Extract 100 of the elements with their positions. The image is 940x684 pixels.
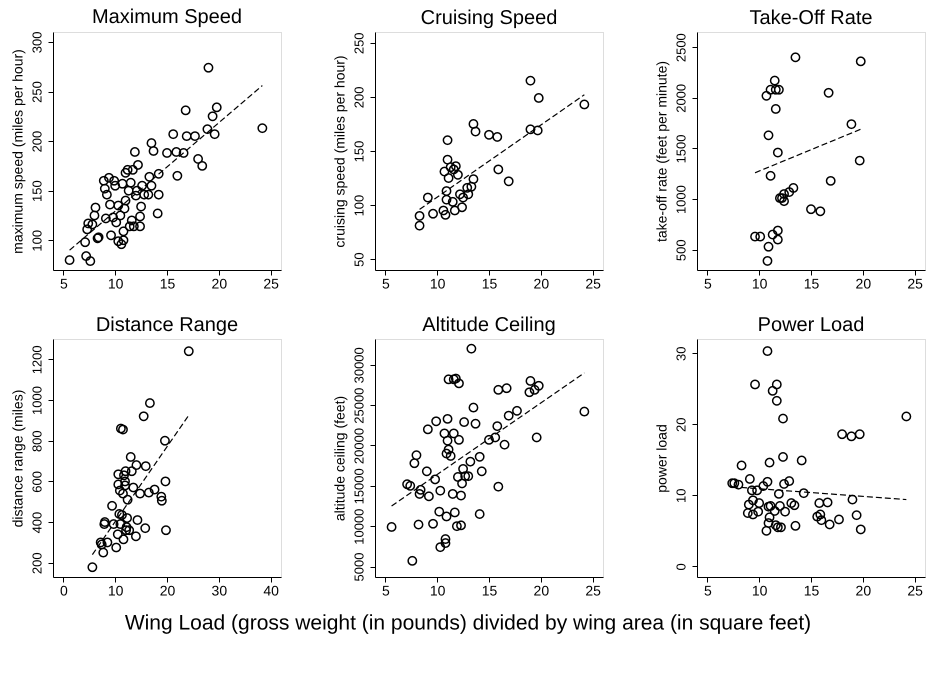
- y-tick-label: 100: [30, 230, 44, 252]
- chart-title: Take-Off Rate: [749, 7, 873, 29]
- point: [779, 196, 789, 206]
- point: [144, 398, 155, 408]
- x-tick-label: 40: [263, 582, 280, 598]
- point: [762, 90, 772, 101]
- point: [116, 424, 126, 434]
- point: [786, 498, 796, 508]
- point: [768, 386, 778, 396]
- x-tick-label: 20: [212, 276, 228, 292]
- point: [462, 182, 472, 193]
- point: [144, 488, 154, 498]
- point: [762, 526, 772, 536]
- chart-title: Power Load: [758, 314, 864, 336]
- point: [748, 495, 758, 506]
- chart-title: Altitude Ceiling: [422, 314, 556, 336]
- point: [762, 346, 772, 356]
- x-tick-label: 15: [160, 276, 176, 292]
- point: [422, 192, 433, 202]
- y-tick-label: 30000: [352, 347, 366, 384]
- point: [107, 500, 118, 511]
- x-tick-label: 15: [804, 582, 820, 598]
- point: [118, 534, 128, 544]
- point: [764, 502, 774, 512]
- point: [444, 173, 454, 183]
- point: [796, 456, 807, 466]
- y-tick-label: 200: [30, 130, 44, 152]
- point: [854, 429, 865, 440]
- y-tick-label: 50: [352, 252, 366, 267]
- point: [744, 500, 754, 510]
- point: [826, 176, 836, 186]
- point: [744, 474, 755, 484]
- x-tick-label: 20: [534, 276, 550, 292]
- point: [113, 480, 124, 490]
- x-tick-label: 25: [585, 276, 602, 292]
- point: [121, 525, 131, 536]
- chart-title: Cruising Speed: [420, 6, 558, 29]
- point: [780, 506, 790, 517]
- point: [114, 486, 125, 496]
- y-tick-label: 2500: [674, 33, 688, 62]
- point: [764, 130, 774, 140]
- point: [114, 509, 124, 519]
- point: [452, 170, 463, 180]
- point: [414, 220, 424, 231]
- point: [132, 515, 142, 525]
- point: [752, 485, 762, 496]
- point: [124, 525, 134, 536]
- point: [753, 506, 764, 517]
- point: [96, 540, 107, 550]
- y-tick-label: 10: [674, 488, 688, 504]
- point: [746, 485, 757, 496]
- point: [762, 256, 772, 266]
- point: [96, 537, 106, 548]
- y-tick-label: 150: [30, 180, 44, 202]
- x-tick-label: 15: [482, 582, 498, 598]
- point: [814, 498, 824, 508]
- point: [112, 529, 123, 540]
- point: [504, 176, 514, 186]
- chart-title: Distance Range: [96, 314, 238, 336]
- y-axis-title: cruising speed (miles per hour): [332, 55, 348, 248]
- x-tick-label: 0: [60, 582, 68, 598]
- point: [115, 519, 126, 530]
- y-tick-label: 800: [30, 430, 44, 452]
- point: [770, 76, 780, 86]
- point: [772, 396, 782, 406]
- point: [111, 542, 122, 552]
- point: [750, 380, 760, 390]
- x-tick-label: 10: [752, 582, 768, 598]
- point: [526, 124, 536, 134]
- point: [534, 93, 544, 103]
- point: [806, 204, 816, 214]
- y-tick-label: 1500: [674, 134, 688, 164]
- point: [856, 56, 866, 66]
- point: [120, 480, 130, 490]
- point: [734, 480, 744, 490]
- point: [448, 164, 459, 174]
- point: [126, 452, 136, 462]
- point: [579, 100, 590, 110]
- point: [440, 166, 450, 176]
- point: [122, 513, 132, 523]
- point: [450, 206, 460, 216]
- point: [468, 174, 478, 184]
- point: [778, 452, 788, 462]
- point: [184, 346, 194, 356]
- y-tick-label: 20: [674, 418, 688, 432]
- point: [160, 436, 170, 446]
- point: [846, 119, 856, 130]
- y-tick-label: 1000: [674, 185, 688, 214]
- point: [156, 496, 167, 506]
- point: [758, 481, 768, 491]
- x-tick-label: 20: [856, 582, 872, 598]
- point: [457, 202, 467, 212]
- point: [901, 412, 912, 422]
- point: [532, 126, 543, 136]
- chart-title: Maximum Speed: [92, 6, 242, 28]
- point: [466, 182, 476, 192]
- point: [438, 206, 448, 216]
- point: [138, 411, 149, 422]
- point: [742, 508, 753, 518]
- x-tick-label: 10: [108, 276, 124, 292]
